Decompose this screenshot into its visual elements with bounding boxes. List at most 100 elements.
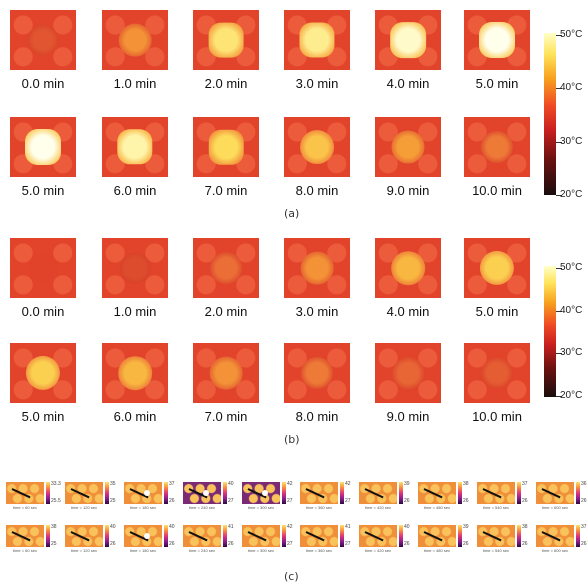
panel-c-colorbar <box>105 525 109 547</box>
hot-spot-marker <box>144 490 150 496</box>
panel-c-max-label: 42 <box>287 524 293 530</box>
panel-c-colorbar <box>340 482 344 504</box>
panel-c-max-label: 40 <box>228 481 234 487</box>
panel-b-frame-label: 10.0 min <box>472 409 522 424</box>
arrow-icon <box>305 531 325 542</box>
panel-c-time-label: time = 60 sec <box>13 548 37 553</box>
panel-c-colorbar <box>576 482 580 504</box>
panel-c-heatmap <box>183 482 221 504</box>
arrow-icon <box>247 531 267 542</box>
heat-spot <box>300 356 334 390</box>
arrow-icon <box>70 488 90 499</box>
panel-c-colorbar <box>399 482 403 504</box>
panel-a-thermal-frame <box>284 117 350 177</box>
panel-c-heatmap <box>242 525 280 547</box>
panel-a-colorbar-label: 40°C <box>560 82 583 94</box>
panel-c-min-label: 26 <box>169 498 175 504</box>
panel-b-thermal-frame <box>193 343 259 403</box>
panel-c-heatmap <box>418 525 456 547</box>
panel-c-colorbar <box>105 482 109 504</box>
panel-a-thermal-frame <box>375 117 441 177</box>
panel-b-thermal-frame <box>464 238 530 298</box>
panel-a-colorbar-tick <box>556 141 562 143</box>
heat-spot <box>480 130 514 164</box>
panel-a: 0.0 min 1.0 min 2.0 min 3.0 min 4.0 min 5.0 m… <box>0 0 587 225</box>
panel-b-thermal-frame <box>10 238 76 298</box>
heat-spot <box>25 129 61 165</box>
panel-c-time-label: time = 300 sec <box>247 548 275 553</box>
panel-b-frame-label: 2.0 min <box>204 304 248 319</box>
panel-a-colorbar-tick <box>556 35 562 36</box>
panel-b-frame-label: 1.0 min <box>113 304 157 319</box>
panel-c-colorbar <box>282 482 286 504</box>
panel-c-heatmap <box>183 525 221 547</box>
panel-c-max-label: 40 <box>169 524 175 530</box>
panel-c-heatmap <box>300 525 338 547</box>
panel-c-min-label: 27 <box>287 541 293 547</box>
heat-spot <box>390 22 426 58</box>
panel-c-time-label: time = 180 sec <box>129 548 157 553</box>
heat-spot <box>392 357 424 389</box>
panel-b-frame-label: 0.0 min <box>21 304 65 319</box>
hot-spot-marker <box>262 490 268 496</box>
panel-c-heatmap <box>477 482 515 504</box>
panel-c-max-label: 40 <box>110 524 116 530</box>
panel-c-min-label: 26 <box>110 541 116 547</box>
panel-a-frame-label: 8.0 min <box>295 183 339 198</box>
panel-c-max-label: 35 <box>110 481 116 487</box>
panel-c-min-label: 27 <box>228 498 234 504</box>
panel-b-thermal-frame <box>375 238 441 298</box>
panel-b-colorbar-label: 50°C <box>560 262 583 273</box>
panel-c-colorbar <box>576 525 580 547</box>
panel-b-colorbar-label: 30°C <box>560 347 583 359</box>
arrow-icon <box>188 531 208 542</box>
heat-spot <box>299 22 335 58</box>
panel-c-heatmap <box>6 525 44 547</box>
panel-a-caption: (a) <box>284 207 300 220</box>
panel-b-colorbar-label: 20°C <box>560 390 583 401</box>
panel-c-max-label: 40 <box>404 524 410 530</box>
panel-b-frame-label: 5.0 min <box>21 409 65 424</box>
panel-c-colorbar <box>517 482 521 504</box>
panel-c-heatmap <box>6 482 44 504</box>
panel-c-time-label: time = 120 sec <box>70 548 98 553</box>
heat-spot <box>209 356 243 390</box>
panel-b-thermal-frame <box>102 343 168 403</box>
panel-c-time-label: time = 480 sec <box>423 548 451 553</box>
panel-a-colorbar <box>544 33 556 195</box>
panel-c-heatmap <box>418 482 456 504</box>
panel-b-thermal-frame <box>375 343 441 403</box>
panel-b-thermal-frame <box>102 238 168 298</box>
panel-a-thermal-frame <box>464 117 530 177</box>
panel-c-time-label: time = 240 sec <box>188 505 216 510</box>
hot-spot-marker <box>203 490 209 496</box>
panel-b-colorbar-tick <box>556 268 562 269</box>
panel-c-colorbar <box>458 525 462 547</box>
panel-c-time-label: time = 480 sec <box>423 505 451 510</box>
heat-spot <box>118 23 152 57</box>
panel-c-colorbar <box>458 482 462 504</box>
arrow-icon <box>364 531 384 542</box>
panel-c-min-label: 26 <box>522 541 528 547</box>
panel-c-max-label: 41 <box>345 524 351 530</box>
heat-spot <box>25 355 61 391</box>
heat-spot <box>481 357 513 389</box>
panel-c-heatmap <box>300 482 338 504</box>
panel-c-heatmap <box>359 482 397 504</box>
panel-c-min-label: 26 <box>463 541 469 547</box>
panel-a-frame-label: 2.0 min <box>204 76 248 91</box>
panel-b-frame-label: 3.0 min <box>295 304 339 319</box>
panel-b-thermal-frame <box>464 343 530 403</box>
panel-b-caption: (b) <box>284 433 300 446</box>
panel-c-max-label: 37 <box>169 481 175 487</box>
panel-c-max-label: 42 <box>345 481 351 487</box>
panel-b-frame-label: 9.0 min <box>386 409 430 424</box>
arrow-icon <box>482 531 502 542</box>
panel-c-min-label: 26 <box>228 541 234 547</box>
panel-a-colorbar-tick <box>556 195 562 196</box>
hot-spot-marker <box>144 533 150 539</box>
panel-c-colorbar <box>46 482 50 504</box>
panel-c-time-label: time = 120 sec <box>70 505 98 510</box>
panel-c-colorbar <box>223 525 227 547</box>
